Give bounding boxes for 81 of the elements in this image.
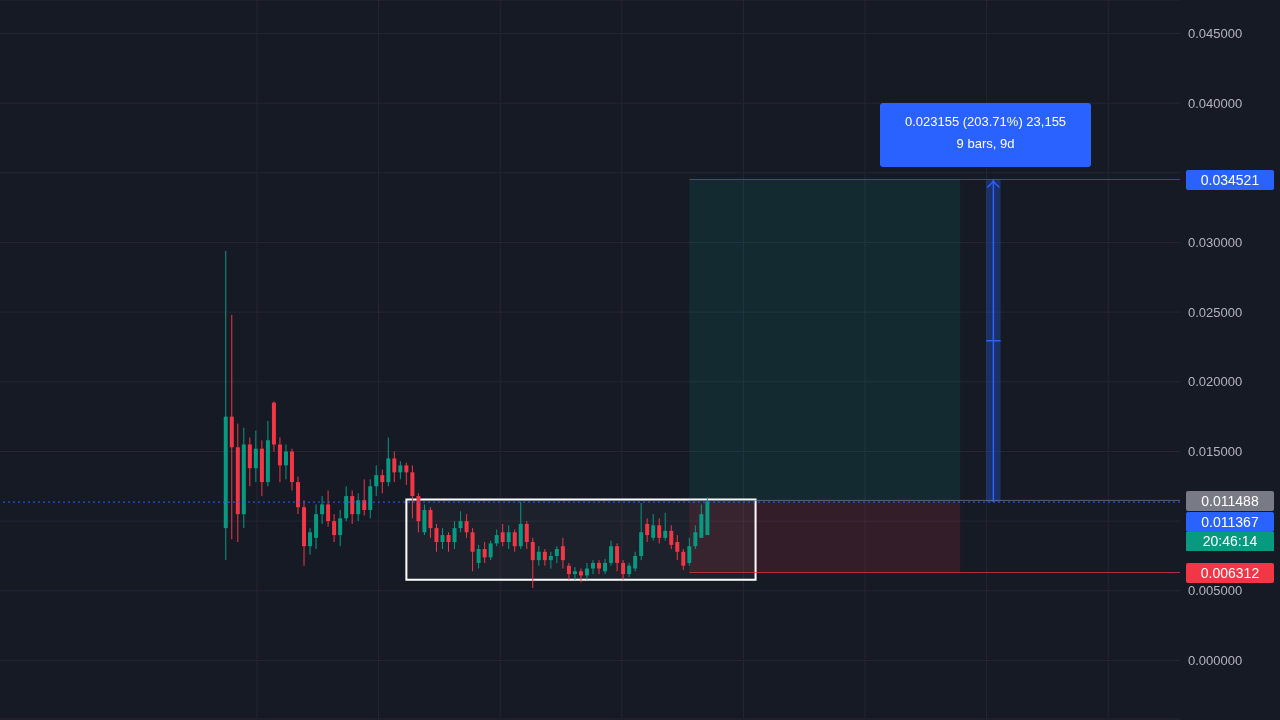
candlestick xyxy=(566,562,571,581)
ref-line-label: 0.034521 xyxy=(1186,169,1274,190)
candlestick xyxy=(344,485,349,522)
candlestick xyxy=(645,517,650,543)
candlestick xyxy=(470,527,475,572)
y-tick-label: 0.020000 xyxy=(1188,374,1243,390)
candlestick xyxy=(374,464,379,497)
candlestick xyxy=(639,502,644,561)
candlestick xyxy=(597,559,602,575)
candlestick xyxy=(404,462,409,486)
candlestick xyxy=(560,537,565,570)
candlestick xyxy=(572,566,577,581)
candlestick xyxy=(458,510,463,533)
candlestick xyxy=(512,529,517,553)
candlestick xyxy=(410,464,415,519)
candlestick xyxy=(603,558,608,575)
candlestick xyxy=(621,559,626,581)
candlestick xyxy=(320,495,325,525)
candlestick xyxy=(609,540,614,567)
candlestick xyxy=(428,506,433,539)
candlestick xyxy=(332,513,337,543)
candlestick xyxy=(476,544,481,570)
candlestick xyxy=(452,520,457,550)
candlestick xyxy=(506,524,511,550)
candlestick xyxy=(283,444,288,480)
candlestick xyxy=(277,437,282,483)
candlestick xyxy=(446,531,451,553)
candlestick xyxy=(524,520,529,550)
candlestick xyxy=(500,523,505,547)
candlestick xyxy=(247,437,252,487)
annotation: 9 bars, 9d xyxy=(955,135,1016,153)
candlestick xyxy=(681,548,686,571)
candlestick xyxy=(615,542,620,572)
candlestick xyxy=(693,524,698,550)
candlestick xyxy=(398,460,403,480)
candlestick xyxy=(326,489,331,528)
candlestick xyxy=(536,545,541,567)
candlestick xyxy=(422,503,427,536)
candlestick xyxy=(338,509,343,547)
y-tick-label: 0.045000 xyxy=(1188,26,1243,42)
ref-line-label: 0.006312 xyxy=(1186,563,1274,584)
candlestick xyxy=(548,551,553,570)
candlestick xyxy=(554,545,559,564)
candlestick xyxy=(386,437,391,487)
candlestick xyxy=(314,503,319,550)
candlestick xyxy=(518,501,523,550)
candlestick xyxy=(530,537,535,589)
candlestick xyxy=(675,534,680,561)
candlestick xyxy=(253,430,258,483)
candlestick xyxy=(663,512,668,542)
candlestick xyxy=(633,551,638,572)
candlestick xyxy=(350,489,355,525)
candlestick xyxy=(488,540,493,561)
candlestick xyxy=(356,492,361,522)
candlestick xyxy=(699,503,704,539)
candlestick xyxy=(591,559,595,575)
candlestick xyxy=(482,541,487,564)
candlestick xyxy=(657,517,662,544)
candlestick xyxy=(464,513,469,539)
y-tick-label: 0.015000 xyxy=(1188,444,1243,460)
candlestick xyxy=(578,568,583,583)
candlestick xyxy=(687,537,692,567)
y-tick-label: 0.025000 xyxy=(1188,304,1243,320)
candlestick xyxy=(308,527,313,556)
y-tick-label: 0.040000 xyxy=(1188,95,1243,111)
candlestick xyxy=(434,523,439,553)
candlestick xyxy=(669,524,674,550)
text: 20:46:14 xyxy=(1186,532,1274,552)
y-tick-label: 0.005000 xyxy=(1188,583,1243,599)
candlestick xyxy=(380,469,385,494)
callout-box: 0.023155 (203.71%) 23,155 9 bars, 9d xyxy=(880,103,1091,167)
candlestick xyxy=(368,478,373,519)
y-tick-label: 0.030000 xyxy=(1188,235,1243,251)
candlestick xyxy=(651,513,656,542)
candlestick xyxy=(362,478,367,517)
candlestick xyxy=(440,527,445,550)
y-tick-label: 0.000000 xyxy=(1188,653,1243,669)
candlestick xyxy=(392,450,397,483)
ref-line-label: 0.011488 xyxy=(1186,491,1274,512)
annotation: 0.023155 (203.71%) 23,155 xyxy=(903,113,1068,131)
ref-line-label: 0.011367 xyxy=(1186,512,1274,533)
